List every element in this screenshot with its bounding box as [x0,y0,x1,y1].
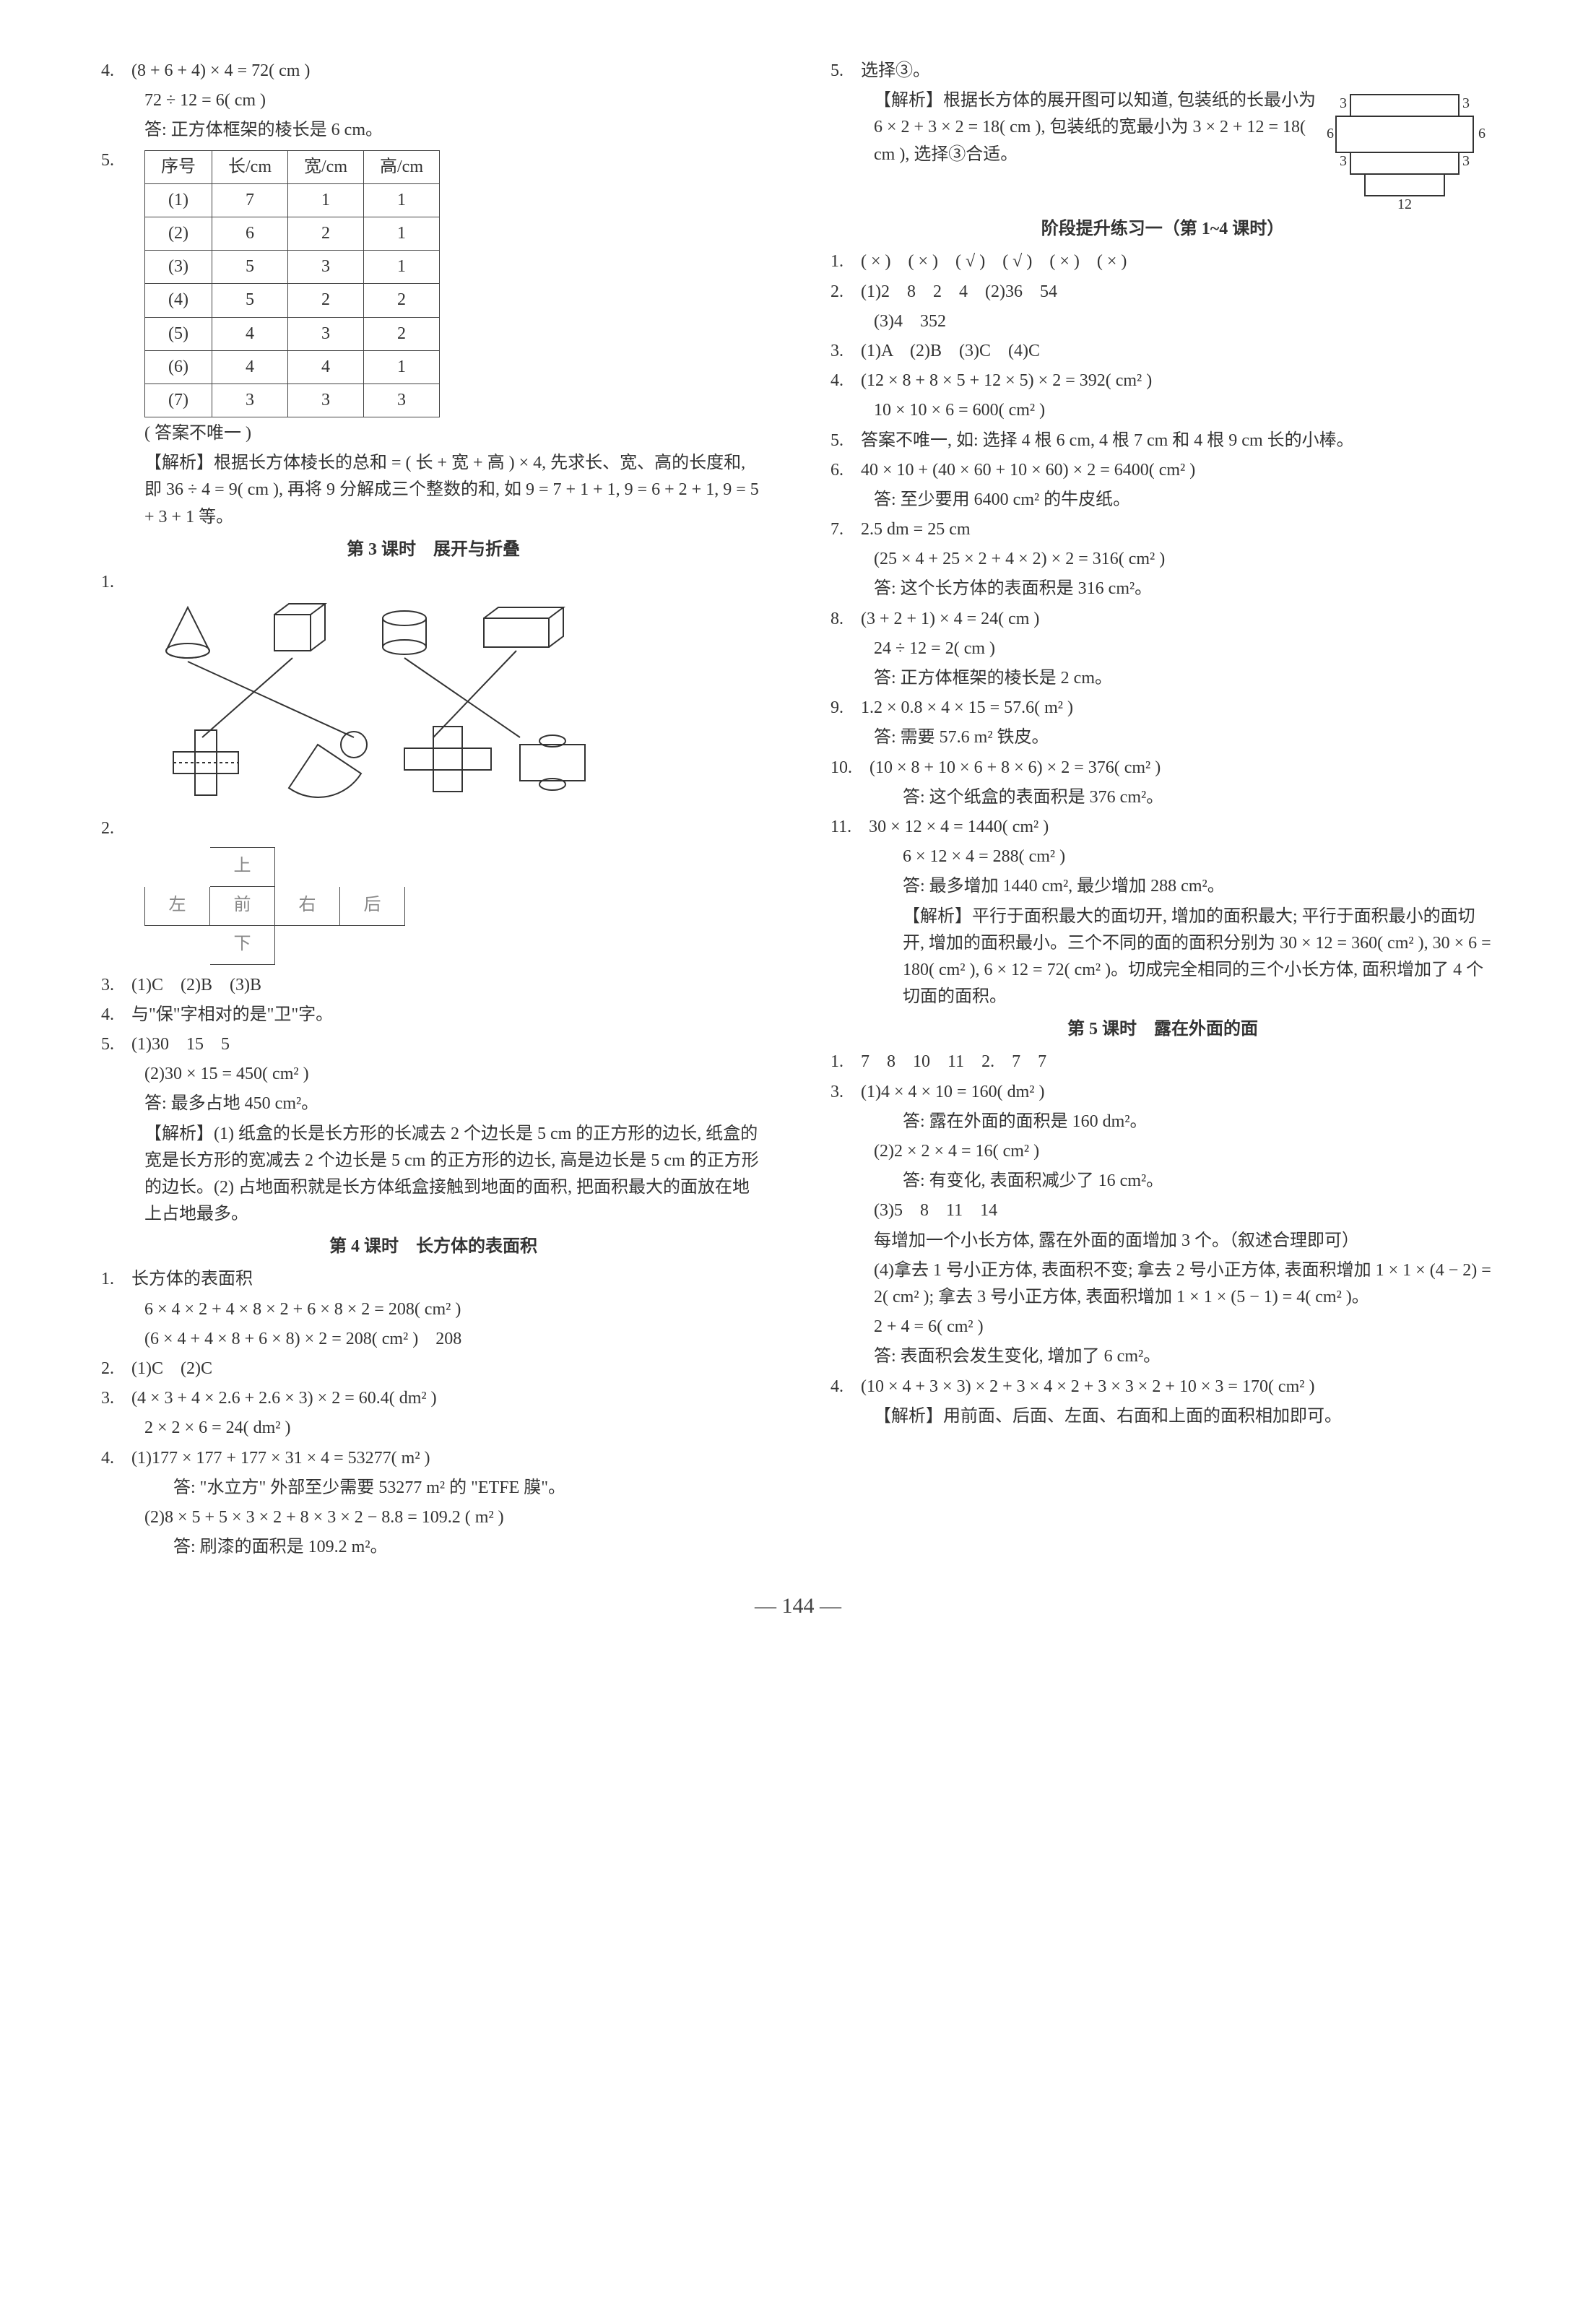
st-q11-l4: 【解析】平行于面积最大的面切开, 增加的面积最大; 平行于面积最小的面切开, 增… [830,904,1495,1011]
svg-text:6: 6 [1327,126,1334,142]
th-hei: 高/cm [364,150,440,183]
unfold-table: 上 左 前 右 后 下 [144,847,405,965]
sec4-q5-l1: 5. 选择③。 [830,58,1495,84]
sec3-q4: 4. 与"保"字相对的是"卫"字。 [101,1002,766,1028]
page-wrapper: 4. (8 + 6 + 4) × 4 = 72( cm ) 72 ÷ 12 = … [101,58,1495,1564]
sec5-q3-l3: (2)2 × 2 × 4 = 16( cm² ) [830,1138,1495,1165]
sec5-q4-l1: 4. (10 × 4 + 3 × 3) × 2 + 3 × 4 × 2 + 3 … [830,1374,1495,1400]
sec4-q1-l1: 1. 长方体的表面积 [101,1266,766,1293]
st-q9-l2: 答: 需要 57.6 m² 铁皮。 [830,724,1495,751]
st-q3: 3. (1)A (2)B (3)C (4)C [830,338,1495,365]
sec4-q2: 2. (1)C (2)C [101,1356,766,1382]
stage-title: 阶段提升练习一（第 1~4 课时） [830,216,1495,243]
page-number: — 144 — [101,1590,1495,1624]
sec4-q1-l2: 6 × 4 × 2 + 4 × 8 × 2 + 6 × 8 × 2 = 208(… [101,1296,766,1323]
st-q11-l3: 答: 最多增加 1440 cm², 最少增加 288 cm²。 [830,873,1495,900]
sec4-q1-l3: (6 × 4 + 4 × 8 + 6 × 8) × 2 = 208( cm² )… [101,1326,766,1353]
st-q2-l2: (3)4 352 [830,308,1495,335]
sec5-q3-l9: 答: 表面积会发生变化, 增加了 6 cm²。 [830,1343,1495,1370]
table-row: (5)432 [145,317,440,350]
st-q7-l2: (25 × 4 + 25 × 2 + 4 × 2) × 2 = 316( cm²… [830,546,1495,573]
sec5-q3-l4: 答: 有变化, 表面积减少了 16 cm²。 [830,1168,1495,1195]
q4-line1: 4. (8 + 6 + 4) × 4 = 72( cm ) [101,58,766,84]
st-q4-l2: 10 × 10 × 6 = 600( cm² ) [830,397,1495,424]
sec5-q3-l8: 2 + 4 = 6( cm² ) [830,1314,1495,1340]
sec5-q3-l7: (4)拿去 1 号小正方体, 表面积不变; 拿去 2 号小正方体, 表面积增加 … [830,1257,1495,1311]
sec3-q5-l3: 答: 最多占地 450 cm²。 [101,1091,766,1117]
svg-text:3: 3 [1340,95,1347,111]
sec4-q4-l3: (2)8 × 5 + 5 × 3 × 2 + 8 × 3 × 2 − 8.8 =… [101,1504,766,1531]
sec3-q5-l1: 5. (1)30 15 5 [101,1031,766,1058]
svg-text:3: 3 [1462,153,1470,169]
st-q9-l1: 9. 1.2 × 0.8 × 4 × 15 = 57.6( m² ) [830,695,1495,722]
svg-text:3: 3 [1340,153,1347,169]
q5-note1: ( 答案不唯一 ) [101,420,766,447]
q4-line3: 答: 正方体框架的棱长是 6 cm。 [101,117,766,144]
table-row: (1)711 [145,183,440,217]
sec3-q3: 3. (1)C (2)B (3)B [101,972,766,999]
matching-diagram [144,600,766,811]
sec3-q5-l4: 【解析】(1) 纸盒的长是长方形的长减去 2 个边长是 5 cm 的正方形的边长… [101,1121,766,1228]
sec4-q3-l2: 2 × 2 × 6 = 24( dm² ) [101,1415,766,1442]
cell-left: 左 [145,886,210,925]
cell-down: 下 [210,925,275,964]
section3-title: 第 3 课时 展开与折叠 [101,537,766,563]
cell-right: 右 [275,886,340,925]
st-q7-l1: 7. 2.5 dm = 25 cm [830,516,1495,543]
cell-up: 上 [210,847,275,886]
svg-text:6: 6 [1478,126,1486,142]
st-q5: 5. 答案不唯一, 如: 选择 4 根 6 cm, 4 根 7 cm 和 4 根… [830,428,1495,454]
sec4-q3-l1: 3. (4 × 3 + 4 × 2.6 + 2.6 × 3) × 2 = 60.… [101,1385,766,1412]
th-seq: 序号 [145,150,212,183]
section4-title: 第 4 课时 长方体的表面积 [101,1234,766,1260]
q5-note2: 【解析】根据长方体棱长的总和 = ( 长 + 宽 + 高 ) × 4, 先求长、… [101,450,766,531]
sec3-q5-l2: (2)30 × 15 = 450( cm² ) [101,1061,766,1088]
th-wid: 宽/cm [288,150,364,183]
net-diagram: 3 3 6 6 3 3 12 [1322,87,1495,210]
st-q4-l1: 4. (12 × 8 + 8 × 5 + 12 × 5) × 2 = 392( … [830,368,1495,394]
sec5-q1: 1. 7 8 10 11 2. 7 7 [830,1049,1495,1075]
sec5-q3-l6: 每增加一个小长方体, 露在外面的面增加 3 个。（叙述合理即可） [830,1228,1495,1254]
left-column: 4. (8 + 6 + 4) × 4 = 72( cm ) 72 ÷ 12 = … [101,58,766,1564]
table-row: (6)441 [145,350,440,384]
th-len: 长/cm [212,150,288,183]
st-q10-l2: 答: 这个纸盒的表面积是 376 cm²。 [830,784,1495,811]
q4-line2: 72 ÷ 12 = 6( cm ) [101,87,766,114]
sec4-q4-l2: 答: "水立方" 外部至少需要 53277 m² 的 "ETFE 膜"。 [101,1475,766,1502]
right-column: 5. 选择③。 3 3 6 6 3 3 12 【解 [830,58,1495,1564]
table-row: (4)522 [145,284,440,317]
st-q11-l1: 11. 30 × 12 × 4 = 1440( cm² ) [830,814,1495,841]
sec5-q4-l2: 【解析】用前面、后面、左面、右面和上面的面积相加即可。 [830,1403,1495,1430]
table-row: (3)531 [145,251,440,284]
sec5-q3-l1: 3. (1)4 × 4 × 10 = 160( dm² ) [830,1079,1495,1106]
st-q11-l2: 6 × 12 × 4 = 288( cm² ) [830,844,1495,870]
st-q6-l1: 6. 40 × 10 + (40 × 60 + 10 × 60) × 2 = 6… [830,457,1495,484]
sec4-q4-l4: 答: 刷漆的面积是 109.2 m²。 [101,1534,766,1561]
st-q7-l3: 答: 这个长方体的表面积是 316 cm²。 [830,576,1495,602]
table-row: (2)621 [145,217,440,250]
cell-front: 前 [210,886,275,925]
section5-title: 第 5 课时 露在外面的面 [830,1016,1495,1043]
st-q8-l1: 8. (3 + 2 + 1) × 4 = 24( cm ) [830,606,1495,633]
sec3-q1-label: 1. [101,569,766,596]
st-q8-l2: 24 ÷ 12 = 2( cm ) [830,636,1495,662]
q5-table: 序号 长/cm 宽/cm 高/cm (1)711 (2)621 (3)531 (… [144,150,440,418]
sec4-q4-l1: 4. (1)177 × 177 + 177 × 31 × 4 = 53277( … [101,1445,766,1472]
sec3-q2-label: 2. [101,815,766,842]
st-q1: 1. ( × ) ( × ) ( √ ) ( √ ) ( × ) ( × ) [830,248,1495,275]
cell-back: 后 [340,886,405,925]
st-q10-l1: 10. (10 × 8 + 10 × 6 + 8 × 6) × 2 = 376(… [830,755,1495,781]
st-q2-l1: 2. (1)2 8 2 4 (2)36 54 [830,279,1495,306]
svg-text:12: 12 [1397,196,1412,210]
svg-text:3: 3 [1462,95,1470,111]
st-q6-l2: 答: 至少要用 6400 cm² 的牛皮纸。 [830,487,1495,514]
sec5-q3-l5: (3)5 8 11 14 [830,1197,1495,1224]
sec5-q3-l2: 答: 露在外面的面积是 160 dm²。 [830,1109,1495,1135]
q5-label: 5. [101,147,144,174]
st-q8-l3: 答: 正方体框架的棱长是 2 cm。 [830,665,1495,692]
table-row: (7)333 [145,384,440,417]
